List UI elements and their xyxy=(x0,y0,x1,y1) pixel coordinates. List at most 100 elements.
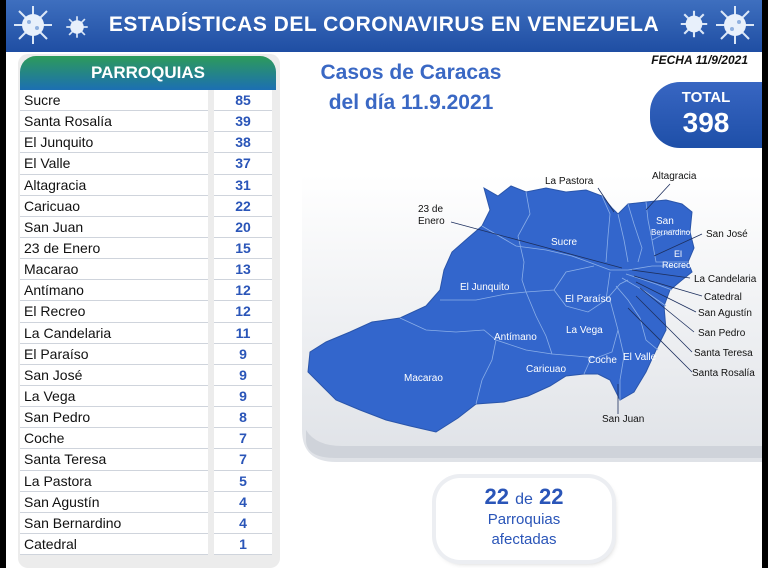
parroquia-cases: 1 xyxy=(214,533,272,556)
parroquia-cases: 12 xyxy=(214,301,272,323)
affected-total: 22 xyxy=(539,484,564,509)
parroquia-name: Caricuao xyxy=(20,195,208,217)
virus-icon xyxy=(14,6,52,44)
map-label-san-juan: San Juan xyxy=(602,414,644,425)
banner-title: ESTADÍSTICAS DEL CORONAVIRUS EN VENEZUEL… xyxy=(108,13,660,36)
map-label-la-pastora: La Pastora xyxy=(545,176,594,187)
table-row: Catedral 1 xyxy=(20,533,276,556)
caracas-map: La Pastora Altagracia 23 de Enero San Jo… xyxy=(302,171,762,462)
title-banner: ESTADÍSTICAS DEL CORONAVIRUS EN VENEZUEL… xyxy=(6,0,762,52)
column-gap xyxy=(208,111,214,133)
virus-icon xyxy=(680,10,708,38)
table-row: 23 de Enero 15 xyxy=(20,237,276,260)
parroquia-cases: 11 xyxy=(214,322,272,344)
parroquia-cases: 31 xyxy=(214,174,272,196)
table-row: Caricuao 22 xyxy=(20,195,276,217)
table-row: El Valle 37 xyxy=(20,153,276,175)
map-label-el-paraiso: El Paraíso xyxy=(565,294,612,305)
column-gap xyxy=(208,237,214,260)
table-row: La Candelaria 11 xyxy=(20,322,276,344)
parroquia-cases: 9 xyxy=(214,385,272,408)
caracas-title-line2: del día 11.9.2021 xyxy=(328,91,494,114)
map-label-el-valle: El Valle xyxy=(623,352,657,363)
parroquia-cases: 4 xyxy=(214,512,272,534)
parroquia-name: La Candelaria xyxy=(20,322,208,344)
map-label-la-vega: La Vega xyxy=(566,325,603,336)
column-gap xyxy=(208,407,214,429)
map-label-altagracia: Altagracia xyxy=(652,171,697,182)
map-label-23-de-enero-line2: Enero xyxy=(418,216,445,227)
table-row: La Vega 9 xyxy=(20,385,276,408)
column-gap xyxy=(208,216,214,238)
parroquia-cases: 7 xyxy=(214,428,272,450)
table-row: San Juan 20 xyxy=(20,216,276,238)
table-row: El Paraíso 9 xyxy=(20,343,276,365)
parroquia-name: Sucre xyxy=(20,90,208,112)
table-row: San Pedro 8 xyxy=(20,407,276,429)
table-row: Sucre 85 xyxy=(20,90,276,112)
parroquia-name: Coche xyxy=(20,428,208,450)
caracas-title-line1: Casos de Caracas xyxy=(320,61,502,84)
map-label-san-agustin: San Agustín xyxy=(698,308,752,319)
parroquias-header: PARROQUIAS xyxy=(20,56,276,90)
column-gap xyxy=(208,343,214,365)
table-row: Macarao 13 xyxy=(20,259,276,281)
parroquia-cases: 5 xyxy=(214,470,272,492)
column-gap xyxy=(208,491,214,513)
parroquia-cases: 13 xyxy=(214,259,272,281)
parroquia-cases: 7 xyxy=(214,449,272,471)
map-label-el-recreo-line2: Recreo xyxy=(662,260,691,270)
parroquia-name: Antímano xyxy=(20,280,208,302)
parroquia-name: Santa Rosalía xyxy=(20,111,208,133)
parroquia-name: La Pastora xyxy=(20,470,208,492)
parroquias-table: Sucre 85 Santa Rosalía 39 El Junquito 38 El Va… xyxy=(20,90,276,556)
affected-number: 22 xyxy=(484,484,509,509)
affected-line1: Parroquias xyxy=(487,511,561,528)
map-borders xyxy=(399,191,691,405)
map-label-san-bernardino-line2: Bernardino xyxy=(651,228,691,237)
column-gap xyxy=(208,512,214,534)
table-row: San José 9 xyxy=(20,364,276,386)
parroquia-name: San Bernardino xyxy=(20,512,208,534)
map-label-santa-rosalia: Santa Rosalía xyxy=(692,368,755,379)
map-label-antimano: Antímano xyxy=(494,332,537,343)
map-label-catedral: Catedral xyxy=(704,292,742,303)
column-gap xyxy=(208,132,214,154)
parroquia-cases: 37 xyxy=(214,153,272,175)
parroquia-name: Altagracia xyxy=(20,174,208,196)
virus-icon xyxy=(66,16,88,38)
parroquia-cases: 15 xyxy=(214,237,272,260)
affected-count: 22 de 22 xyxy=(436,484,612,510)
affected-line2: afectadas xyxy=(491,531,557,548)
affected-summary: 22 de 22 Parroquias afectadas xyxy=(436,478,612,560)
map-label-san-jose: San José xyxy=(706,229,748,240)
map-base-shadow xyxy=(306,430,762,458)
column-gap xyxy=(208,301,214,323)
column-gap xyxy=(208,428,214,450)
map-leader-lines xyxy=(450,183,703,414)
column-gap xyxy=(208,195,214,217)
column-gap xyxy=(208,174,214,196)
map-label-santa-teresa: Santa Teresa xyxy=(694,348,753,359)
map-label-caricuao: Caricuao xyxy=(526,364,566,375)
table-row: Santa Teresa 7 xyxy=(20,449,276,471)
column-gap xyxy=(208,90,214,112)
date-label: FECHA 11/9/2021 xyxy=(651,53,748,67)
infographic: ESTADÍSTICAS DEL CORONAVIRUS EN VENEZUEL… xyxy=(6,0,762,568)
table-row: Coche 7 xyxy=(20,428,276,450)
total-box: TOTAL 398 xyxy=(650,82,762,148)
map-label-coche: Coche xyxy=(588,355,617,366)
parroquia-cases: 12 xyxy=(214,280,272,302)
parroquia-name: San Pedro xyxy=(20,407,208,429)
table-row: La Pastora 5 xyxy=(20,470,276,492)
table-row: Altagracia 31 xyxy=(20,174,276,196)
parroquia-cases: 39 xyxy=(214,111,272,133)
total-label: TOTAL xyxy=(681,89,731,106)
table-row: Santa Rosalía 39 xyxy=(20,111,276,133)
table-row: San Agustín 4 xyxy=(20,491,276,513)
parroquia-name: Macarao xyxy=(20,259,208,281)
map-label-el-recreo-line1: El xyxy=(674,249,682,259)
parroquia-cases: 9 xyxy=(214,364,272,386)
column-gap xyxy=(208,470,214,492)
column-gap xyxy=(208,364,214,386)
